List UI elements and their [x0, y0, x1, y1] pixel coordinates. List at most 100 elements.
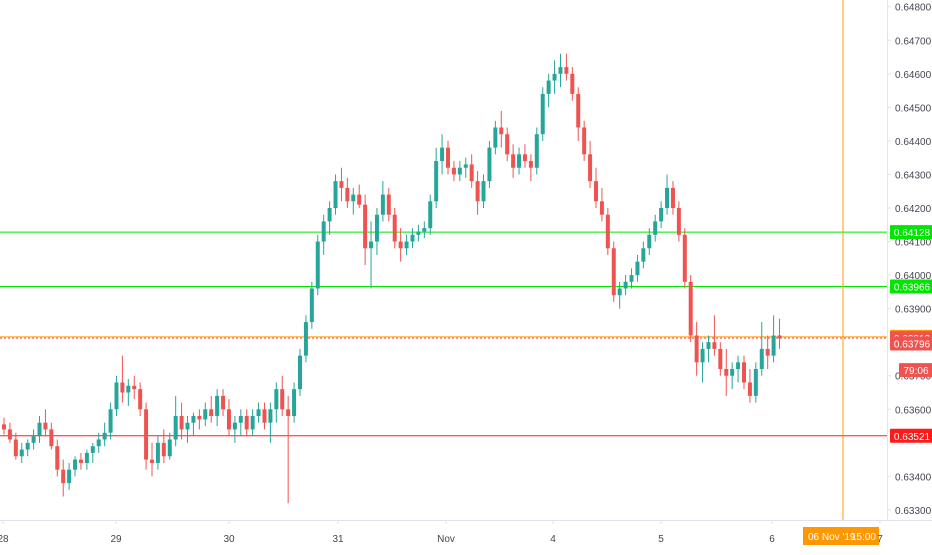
- candle-body: [67, 469, 72, 484]
- candle-body: [623, 281, 628, 289]
- horizontal-line-label: 0.63966: [894, 283, 931, 294]
- candles-layer: [2, 53, 782, 504]
- candle-body: [161, 442, 166, 457]
- candle-body: [505, 134, 510, 155]
- candle-body: [617, 288, 622, 296]
- candle-body: [552, 73, 557, 81]
- price-tick-label: 0.64700: [895, 36, 932, 47]
- candle-body: [238, 416, 243, 423]
- candle-body: [256, 409, 261, 416]
- price-tick-label: 0.63600: [895, 405, 932, 416]
- candle-body: [185, 422, 190, 430]
- candle-body: [653, 221, 658, 235]
- candle-body: [114, 382, 119, 410]
- candle-body: [280, 389, 285, 410]
- candle-body: [333, 181, 338, 208]
- candle-body: [374, 214, 379, 242]
- candle-body: [31, 436, 36, 443]
- candle-body: [108, 409, 113, 433]
- time-tick-label: 6: [769, 534, 775, 545]
- candle-body: [179, 416, 184, 430]
- price-tick-label: 0.64800: [895, 3, 932, 14]
- candle-body: [398, 241, 403, 249]
- price-tick-label: 0.64200: [895, 204, 932, 215]
- candle-body: [742, 362, 746, 383]
- candle-body: [582, 127, 587, 155]
- candle-body: [540, 93, 545, 135]
- time-tick-label: 28: [0, 534, 9, 545]
- candle-body: [138, 389, 143, 410]
- candle-body: [576, 93, 581, 128]
- candle-body: [327, 208, 332, 222]
- time-tick-label: 29: [110, 534, 122, 545]
- candle-body: [753, 369, 758, 396]
- candle-body: [688, 281, 693, 336]
- candle-body: [635, 261, 640, 276]
- candle-body: [594, 181, 598, 202]
- candle-body: [351, 194, 356, 202]
- candle-body: [724, 369, 729, 376]
- candle-body: [759, 348, 764, 370]
- candle-body: [2, 424, 6, 430]
- candle-body: [96, 439, 101, 447]
- candle-body: [7, 429, 12, 440]
- countdown-label: 79:06: [903, 366, 928, 377]
- candle-body: [203, 409, 208, 420]
- candle-body: [392, 214, 397, 242]
- candle-body: [102, 432, 107, 440]
- candle-body: [475, 181, 480, 202]
- candle-body: [37, 422, 42, 437]
- horizontal-lines-layer: [0, 231, 887, 437]
- candle-body: [499, 127, 504, 135]
- candle-body: [558, 67, 563, 74]
- candle-body: [434, 161, 439, 202]
- candle-body: [534, 134, 539, 168]
- candle-body: [440, 147, 445, 162]
- candle-body: [777, 335, 782, 339]
- candle-body: [665, 187, 670, 208]
- candle-body: [268, 409, 273, 423]
- candle-body: [132, 385, 137, 390]
- price-tick-label: 0.64600: [895, 70, 932, 81]
- candle-body: [481, 181, 486, 202]
- time-tick-label: 7: [877, 534, 883, 545]
- candle-body: [410, 234, 415, 242]
- candle-body: [511, 154, 516, 168]
- price-tick-label: 0.64100: [895, 238, 932, 249]
- candle-body: [339, 181, 344, 188]
- candle-body: [670, 187, 675, 208]
- candle-body: [226, 409, 231, 430]
- time-tick-label: 5: [658, 534, 664, 545]
- candle-body: [155, 442, 160, 463]
- crosshair-time-label: 15:00: [851, 532, 876, 543]
- candle-body: [522, 154, 527, 162]
- candle-body: [144, 409, 149, 460]
- time-axis-layer: 28 29 30 31 Nov 4 5 6 7: [0, 520, 932, 545]
- candle-body: [765, 348, 770, 356]
- price-axis-layer: 0.64800 0.64700 0.64600 0.64500 0.64400 0.643…: [887, 0, 932, 520]
- candle-body: [49, 429, 54, 447]
- candle-body: [712, 342, 717, 349]
- candle-body: [528, 161, 533, 168]
- candle-body: [61, 469, 66, 484]
- candle-body: [215, 395, 220, 416]
- candle-body: [167, 439, 172, 457]
- candle-body: [706, 342, 711, 349]
- candle-body: [451, 167, 456, 175]
- time-tick-label: 30: [223, 534, 235, 545]
- candle-body: [120, 382, 125, 393]
- candle-body: [78, 459, 83, 463]
- time-tick-label: 4: [550, 534, 556, 545]
- candle-body: [345, 187, 350, 202]
- candle-body: [90, 446, 95, 453]
- candle-body: [564, 67, 569, 74]
- candle-body: [446, 147, 450, 168]
- price-tick-label: 0.63400: [895, 472, 932, 483]
- candle-body: [694, 335, 699, 363]
- candle-body: [286, 409, 291, 416]
- candle-body: [570, 73, 575, 94]
- candle-body: [469, 164, 474, 182]
- candle-body: [676, 208, 681, 235]
